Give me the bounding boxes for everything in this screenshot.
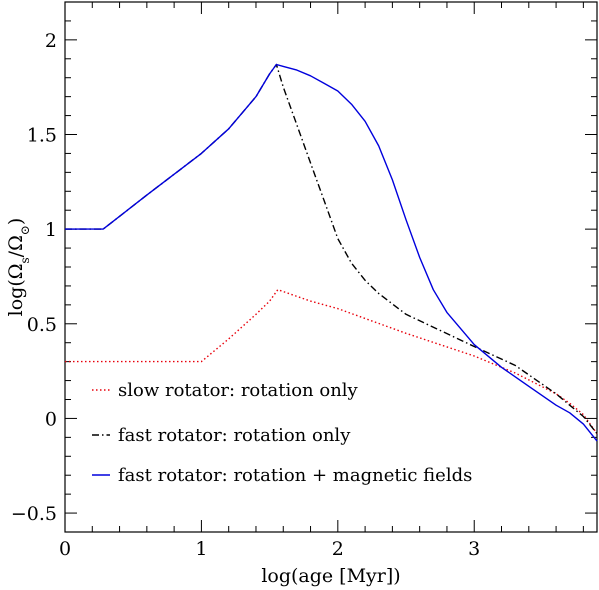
y-tick-label: 0: [45, 408, 57, 430]
x-axis-label: log(age [Myr]): [261, 565, 400, 587]
y-tick-label: 0.5: [27, 314, 57, 336]
series-line-2: [65, 63, 598, 435]
y-tick-label: −0.5: [11, 503, 57, 525]
legend-label-1: slow rotator: rotation only: [118, 380, 359, 401]
y-tick-label: 2: [45, 30, 57, 52]
x-tick-label: 3: [468, 538, 480, 560]
y-axis-label: log(Ωs/Ω⊙): [5, 218, 32, 317]
series-line-3: [65, 63, 598, 442]
plot-frame: [64, 1, 598, 533]
legend: slow rotator: rotation only fast rotator:…: [92, 380, 472, 486]
y-tick-label: 1.5: [27, 125, 57, 147]
series-layer: [65, 63, 598, 442]
legend-label-2: fast rotator: rotation only: [118, 425, 351, 446]
axis-ticks: [64, 1, 597, 533]
svg-text:log(Ωs/Ω⊙): log(Ωs/Ω⊙): [5, 218, 32, 317]
axis-tick-labels: 0 1 2 3−0.500.511.52: [11, 30, 480, 560]
y-tick-label: 1: [45, 219, 57, 241]
x-tick-label: 2: [332, 538, 344, 560]
x-tick-label: 0: [59, 538, 71, 560]
x-tick-label: 1: [195, 538, 207, 560]
series-line-1: [65, 289, 598, 435]
legend-label-3: fast rotator: rotation + magnetic fields: [118, 465, 472, 486]
